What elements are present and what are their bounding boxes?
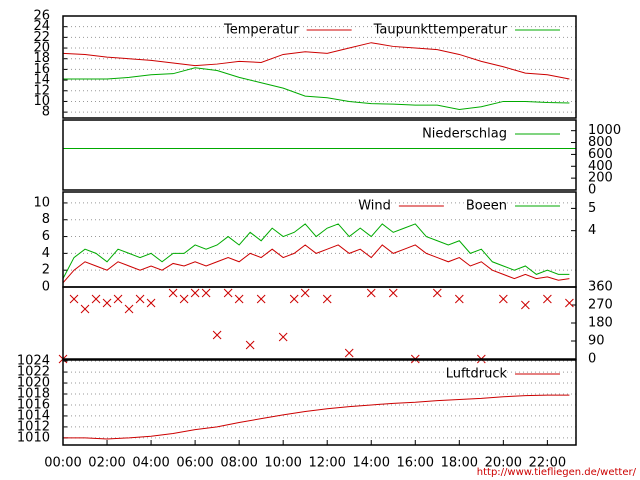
data-line (62, 244, 570, 284)
data-point (179, 294, 189, 304)
y2-tick-label: 600 (588, 147, 613, 162)
x-tick-label: 22:00 (529, 456, 566, 471)
y-tick-label: 6 (42, 229, 50, 244)
y2-tick-label: 360 (588, 280, 613, 295)
y-tick-label: 24 (33, 19, 50, 34)
x-tick-label: 10:00 (264, 456, 301, 471)
data-point (113, 294, 123, 304)
y2-tick-label: 180 (588, 316, 613, 331)
y2-tick-label: 1000 (588, 123, 621, 138)
data-point (388, 288, 398, 298)
data-point (80, 304, 90, 314)
data-point (146, 298, 156, 308)
y-tick-label: 1022 (17, 365, 50, 380)
data-line (63, 394, 570, 440)
data-point (521, 300, 530, 310)
y-tick-label: 1020 (17, 376, 50, 391)
y-tick-label: 1016 (17, 397, 50, 412)
legend-label: Niederschlag (422, 127, 507, 142)
data-point (201, 288, 211, 298)
y-tick-label: 1018 (17, 387, 50, 402)
y-tick-label: 10 (33, 195, 50, 210)
y-tick-label: 4 (42, 246, 50, 261)
data-point (212, 330, 222, 340)
data-point (278, 332, 288, 342)
y-tick-label: 1012 (17, 419, 50, 434)
data-point (234, 294, 244, 304)
y2-tick-label: 270 (588, 298, 613, 313)
y-tick-label: 2 (42, 263, 50, 278)
y2-tick-label: 0 (588, 352, 596, 367)
data-point (135, 294, 145, 304)
data-point (344, 348, 354, 358)
y-tick-label: 1010 (17, 430, 50, 445)
y-tick-label: 18 (33, 51, 50, 66)
data-point (91, 294, 101, 304)
y-tick-label: 1014 (17, 408, 50, 423)
x-tick-label: 02:00 (88, 456, 125, 471)
data-point (124, 304, 134, 314)
y-tick-label: 0 (42, 280, 50, 295)
panel-frame (62, 15, 577, 119)
x-tick-label: 14:00 (353, 456, 390, 471)
legend-label: Temperatur (223, 23, 299, 38)
x-tick-label: 12:00 (308, 456, 345, 471)
data-point (256, 294, 266, 304)
y2-tick-label: 90 (588, 334, 605, 349)
data-point (498, 294, 508, 304)
panel-frame (62, 119, 577, 191)
x-tick-label: 04:00 (132, 456, 169, 471)
y2-tick-label: 0 (588, 183, 596, 198)
data-point (565, 298, 574, 308)
data-point (223, 288, 233, 298)
y2-tick-label: 200 (588, 171, 613, 186)
data-line (62, 223, 570, 279)
x-tick-label: 06:00 (176, 456, 213, 471)
data-point (245, 340, 255, 350)
legend-label: Boeen (466, 199, 507, 214)
y-tick-label: 26 (33, 9, 50, 24)
y-tick-label: 10 (33, 94, 50, 109)
x-tick-label: 00:00 (44, 456, 81, 471)
x-tick-label: 20:00 (485, 456, 522, 471)
panel-frame (62, 359, 577, 446)
legend-label: Taupunkttemperatur (373, 23, 508, 38)
y-tick-label: 8 (42, 212, 50, 227)
panel-frame (62, 286, 577, 360)
data-line (63, 67, 570, 110)
data-point (543, 294, 552, 304)
source-url: http://www.tiefliegen.de/wetter/ (477, 467, 637, 478)
x-tick-label: 08:00 (220, 456, 257, 471)
data-point (168, 288, 178, 298)
y-tick-label: 1024 (17, 354, 50, 369)
data-point (322, 294, 332, 304)
y2-tick-label: 5 (588, 201, 596, 216)
y-tick-label: 14 (33, 73, 50, 88)
y-tick-label: 20 (33, 41, 50, 56)
data-point (69, 294, 79, 304)
data-point (432, 288, 442, 298)
y2-tick-label: 4 (588, 223, 596, 238)
data-point (102, 298, 112, 308)
data-point (366, 288, 376, 298)
y-tick-label: 8 (42, 105, 50, 120)
x-tick-label: 16:00 (397, 456, 434, 471)
y2-tick-label: 400 (588, 159, 613, 174)
legend-label: Luftdruck (446, 367, 508, 382)
x-tick-label: 18:00 (441, 456, 478, 471)
y2-tick-label: 800 (588, 135, 613, 150)
y-tick-label: 12 (33, 83, 50, 98)
data-line (62, 42, 570, 80)
data-point (454, 294, 464, 304)
y-tick-label: 22 (33, 30, 50, 45)
data-point (190, 288, 200, 298)
legend-label: Wind (358, 199, 391, 214)
data-point (289, 294, 299, 304)
data-point (300, 288, 310, 298)
y-tick-label: 16 (33, 62, 50, 77)
